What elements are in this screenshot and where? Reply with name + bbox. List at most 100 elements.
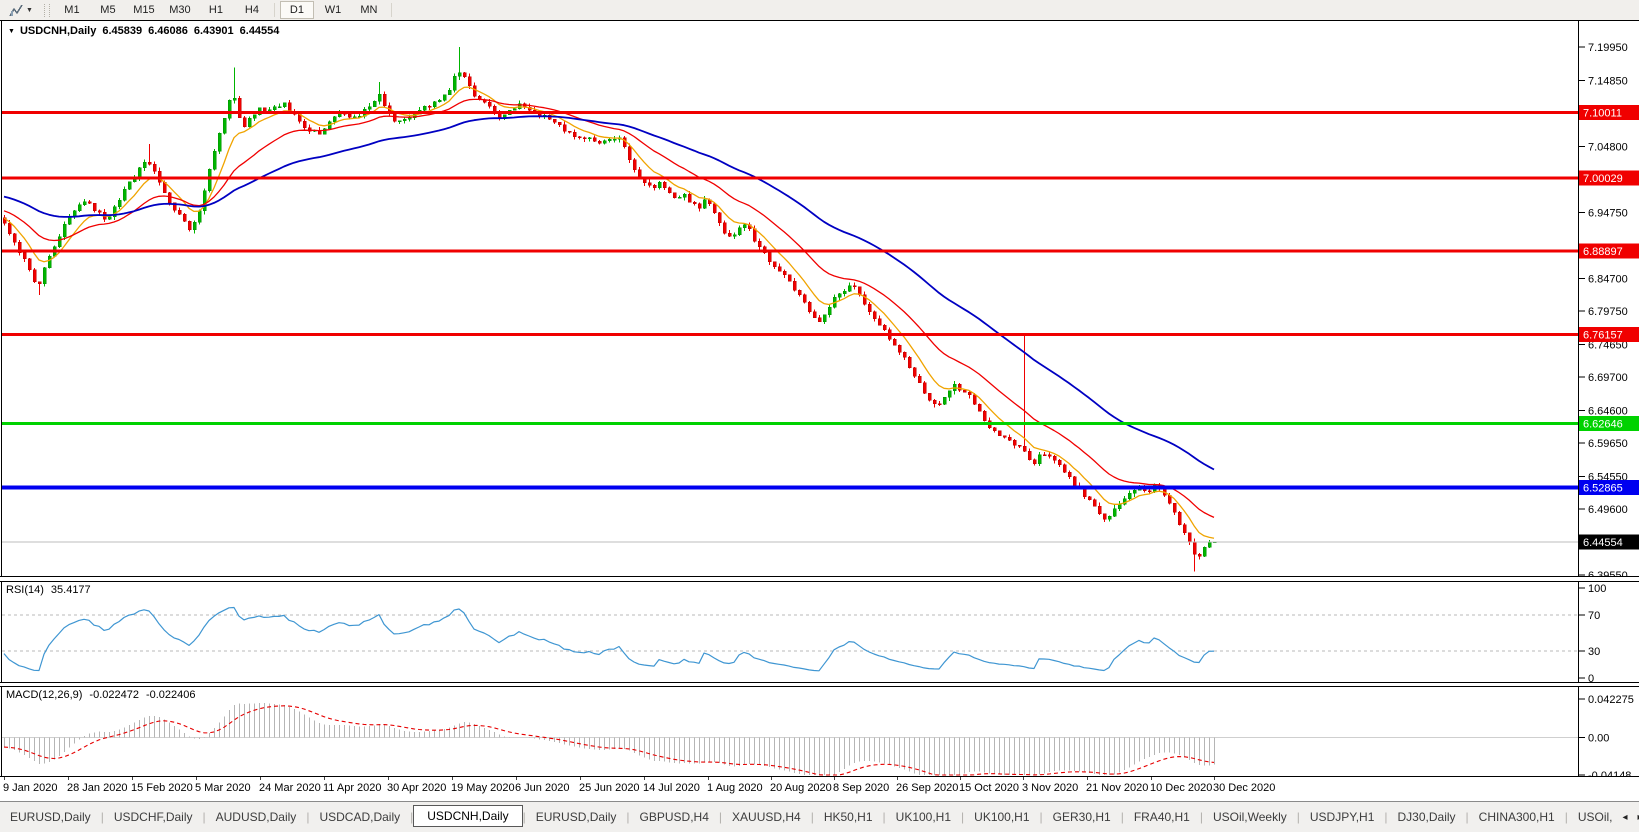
candle-body: [937, 403, 942, 406]
candle-body: [232, 97, 237, 101]
candle-body: [77, 204, 82, 212]
tab-scroll-right-icon[interactable]: ▸: [1638, 812, 1639, 823]
candle-body: [722, 222, 727, 234]
chart-tab-usdcnh-daily-4[interactable]: USDCNH,Daily: [413, 805, 523, 827]
level-price-label-box: [1579, 170, 1639, 186]
price-tick-label: 7.14850: [1588, 75, 1628, 87]
chart-tab-ger30-h1-11[interactable]: GER30,H1: [1052, 810, 1111, 824]
candle-body: [122, 189, 127, 201]
candle-body: [612, 139, 617, 141]
candle-body: [27, 258, 32, 271]
level-price-label-box: [1579, 480, 1639, 496]
candle-body: [62, 224, 67, 237]
date-axis-tick: [324, 777, 325, 780]
candle-body: [1062, 464, 1067, 473]
timeframe-button-m1[interactable]: M1: [64, 4, 80, 16]
date-axis-tick: [580, 777, 581, 780]
macd-pane[interactable]: 0.042275 0.00 -0.04148: [0, 686, 1639, 777]
chart-tab-hk50-h1-8[interactable]: HK50,H1: [823, 810, 873, 824]
date-label: 24 Mar 2020: [259, 782, 321, 794]
candle-body: [797, 289, 802, 295]
timeframe-button-d1[interactable]: D1: [279, 1, 314, 19]
chart-tab-china300-h1-16[interactable]: CHINA300,H1: [1478, 810, 1555, 824]
candle-body: [862, 294, 867, 305]
chart-tab-eurusd-daily-0[interactable]: EURUSD,Daily: [10, 810, 91, 824]
tab-scroll-left-icon[interactable]: ◂: [1622, 811, 1628, 823]
candle-body: [902, 351, 907, 358]
level-price-label: 6.52865: [1583, 483, 1623, 495]
date-label: 15 Oct 2020: [959, 782, 1019, 794]
date-label: 25 Jun 2020: [579, 782, 640, 794]
timeframe-button-h1[interactable]: H1: [208, 4, 223, 16]
candle-body: [107, 216, 112, 220]
candle-body: [302, 121, 307, 128]
rsi-pane[interactable]: 100 70 30 0: [0, 581, 1639, 683]
chart-tab-usdchf-daily-1[interactable]: USDCHF,Daily: [113, 810, 193, 824]
candle-body: [842, 290, 847, 294]
chart-tab-dj30-daily-15[interactable]: DJ30,Daily: [1397, 810, 1456, 824]
candle-body: [7, 222, 12, 234]
price-tick-label: 6.64600: [1588, 406, 1628, 418]
candle-body: [977, 404, 982, 412]
candle-body: [1102, 513, 1107, 520]
ohlc-high: 6.46086: [148, 25, 188, 37]
date-axis-tick: [771, 777, 772, 780]
chart-tab-audusd-daily-2[interactable]: AUDUSD,Daily: [215, 810, 297, 824]
timeframe-button-m5[interactable]: M5: [100, 4, 116, 16]
candle-body: [652, 184, 657, 188]
candle-body: [647, 182, 652, 186]
chart-tab-usoil-weekly-13[interactable]: USOil,Weekly: [1212, 810, 1287, 824]
chart-tab-usoil-17[interactable]: USOil,: [1577, 810, 1613, 824]
candle-body: [187, 220, 192, 231]
candle-body: [777, 266, 782, 272]
candle-body: [717, 212, 722, 224]
current-price-label-box: [1579, 534, 1639, 550]
timeframe-button-w1[interactable]: W1: [324, 4, 342, 16]
candle-body: [237, 97, 242, 118]
candle-body: [32, 269, 37, 283]
candle-body: [802, 294, 807, 303]
candle-body: [577, 136, 582, 138]
chart-tab-uk100-h1-9[interactable]: UK100,H1: [895, 810, 952, 824]
tab-separator: |: [410, 810, 414, 824]
candle-body: [272, 106, 277, 111]
timeframe-button-h4[interactable]: H4: [244, 4, 259, 16]
candle-body: [882, 325, 887, 330]
level-price-label: 6.76157: [1583, 330, 1623, 342]
tab-separator: |: [810, 810, 814, 824]
candle-body: [672, 192, 677, 199]
candle-body: [282, 102, 287, 107]
candle-body: [367, 106, 372, 110]
timeframe-button-mn[interactable]: MN: [360, 4, 378, 16]
chart-tab-usdcad-daily-3[interactable]: USDCAD,Daily: [319, 810, 401, 824]
rsi-indicator-label: RSI(14) 35.4177: [6, 584, 98, 596]
chart-tab-gbpusd-h4-6[interactable]: GBPUSD,H4: [639, 810, 709, 824]
chart-title: ▼ USDCNH,Daily 6.45839 6.46086 6.43901 6…: [8, 25, 279, 37]
ma-slow-line: [3, 115, 1215, 471]
macd-name: MACD(12,26,9): [6, 689, 83, 701]
candle-body: [1027, 450, 1032, 460]
chart-tab-eurusd-daily-5[interactable]: EURUSD,Daily: [535, 810, 617, 824]
level-price-label-box: [1579, 327, 1639, 343]
candle-body: [1132, 489, 1137, 494]
candle-body: [897, 345, 902, 353]
date-axis-tick: [516, 777, 517, 780]
candle-body: [662, 182, 667, 189]
candle-body: [427, 106, 432, 108]
tab-separator: |: [882, 810, 886, 824]
date-axis-tick: [1214, 777, 1215, 780]
main-chart-pane[interactable]: 7.19950 7.14850 7.04800 6.94750 6.84700 6.797…: [0, 20, 1639, 577]
collapse-icon[interactable]: ▼: [8, 27, 15, 35]
candle-body: [352, 116, 357, 119]
ohlc-low: 6.43901: [193, 25, 234, 37]
chart-mode-button[interactable]: ▼: [5, 2, 37, 18]
candle-body: [632, 159, 637, 170]
chart-tab-uk100-h1-10[interactable]: UK100,H1: [974, 810, 1030, 824]
timeframe-button-m30[interactable]: M30: [169, 4, 191, 16]
chart-tab-usdjpy-h1-14[interactable]: USDJPY,H1: [1309, 810, 1375, 824]
candle-body: [817, 317, 822, 322]
chart-tab-fra40-h1-12[interactable]: FRA40,H1: [1133, 810, 1190, 824]
date-axis-tick: [260, 777, 261, 780]
chart-tab-xauusd-h4-7[interactable]: XAUUSD,H4: [732, 810, 801, 824]
timeframe-button-m15[interactable]: M15: [133, 4, 155, 16]
